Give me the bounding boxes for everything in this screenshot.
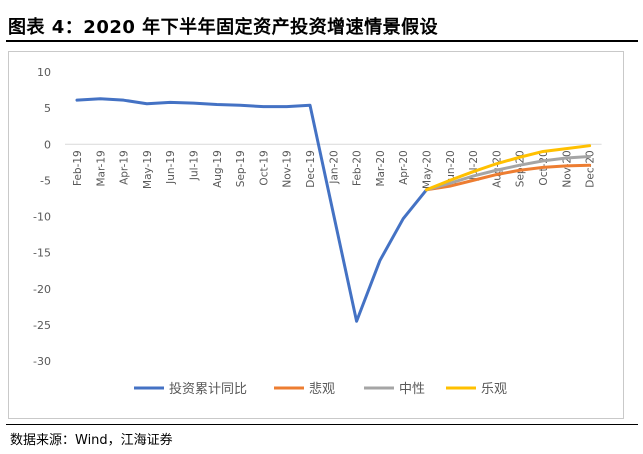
x-tick-label: Feb-20 <box>352 150 364 186</box>
series-line <box>75 97 428 323</box>
title-divider <box>6 40 638 42</box>
series-line <box>425 155 592 192</box>
series-line <box>425 163 592 192</box>
x-tick-label: Nov-20 <box>561 150 573 187</box>
y-tick-label: -5 <box>40 174 51 187</box>
x-tick-label: Mar-20 <box>375 150 387 186</box>
source-note: 数据来源：Wind，江海证券 <box>10 433 173 448</box>
x-tick-label: Dec-20 <box>585 150 597 187</box>
legend-label: 悲观 <box>309 381 335 397</box>
x-tick-label: Jan-20 <box>328 150 340 184</box>
x-tick-label: Jun-20 <box>445 150 457 185</box>
x-tick-label: Jun-19 <box>165 150 177 185</box>
legend-label: 投资累计同比 <box>169 381 247 397</box>
legend-label: 乐观 <box>481 382 507 397</box>
series-line <box>425 144 592 192</box>
y-tick-label: -20 <box>33 283 51 296</box>
x-tick-label: Feb-19 <box>72 150 84 186</box>
x-tick-label: May-20 <box>422 150 434 189</box>
y-tick-label: -10 <box>33 211 51 224</box>
y-tick-label: -15 <box>33 247 51 260</box>
line-chart: 10 5 0 -5 -10 -15 -20 -25 -30 Feb-19 Mar-19 Apr-19… <box>33 66 602 397</box>
footer-divider <box>6 424 638 425</box>
x-tick-label: Sep-19 <box>235 150 247 187</box>
chart-frame: 10 5 0 -5 -10 -15 -20 -25 -30 Feb-19 Mar-19 Apr-19… <box>8 51 624 419</box>
legend-label: 中性 <box>399 382 425 397</box>
x-tick-label: Nov-19 <box>282 150 294 187</box>
y-tick-label: 5 <box>44 102 51 115</box>
legend: 投资累计同比 悲观 中性 乐观 <box>134 381 507 397</box>
y-tick-label: 0 <box>44 138 51 151</box>
series-lines <box>75 97 592 323</box>
y-tick-label: -25 <box>33 319 51 332</box>
x-tick-label: Apr-19 <box>119 150 131 185</box>
y-tick-label: -30 <box>33 355 51 368</box>
y-axis-labels: 10 5 0 -5 -10 -15 -20 -25 -30 <box>33 66 51 368</box>
x-tick-label: May-19 <box>142 150 154 189</box>
y-tick-label: 10 <box>37 66 51 79</box>
page-title: 图表 4：2020 年下半年固定资产投资增速情景假设 <box>8 17 439 38</box>
x-tick-label: Oct-19 <box>258 150 270 185</box>
x-tick-label: Jul-19 <box>189 150 201 181</box>
x-tick-label: Aug-19 <box>212 150 224 188</box>
x-tick-label: Dec-19 <box>305 150 317 187</box>
x-tick-label: Apr-20 <box>398 150 410 185</box>
x-axis: Feb-19 Mar-19 Apr-19 May-19 Jun-19 Jul-19 Aug-… <box>65 143 602 189</box>
x-tick-label: Mar-19 <box>95 150 107 186</box>
